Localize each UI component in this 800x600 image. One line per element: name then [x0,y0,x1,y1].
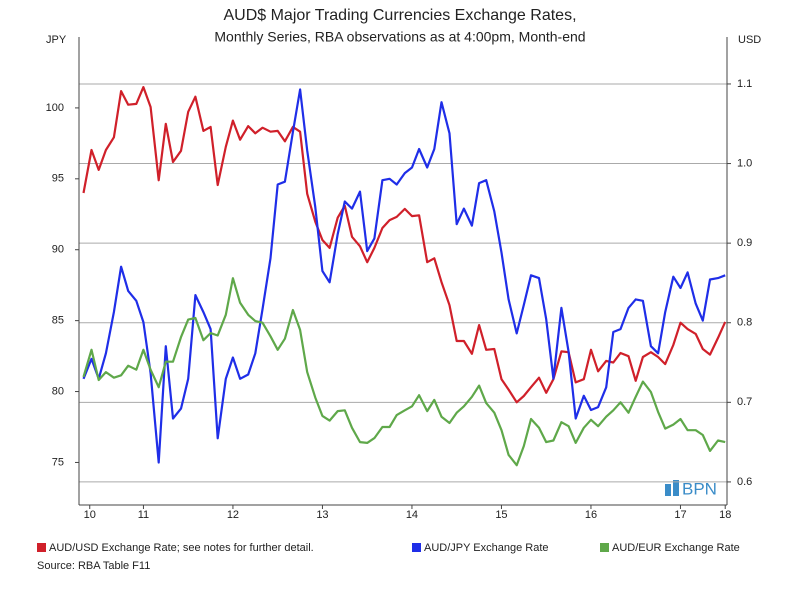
watermark: BPN [682,479,717,498]
x-tick-label: 17 [674,509,686,521]
y2-tick-label: 0.9 [737,237,752,249]
y-axis-unit: JPY [46,34,67,46]
legend-label: AUD/USD Exchange Rate; see notes for fur… [49,542,314,554]
x-tick-label: 18 [719,509,731,521]
series-line [82,277,726,467]
y-tick-label: 75 [52,456,64,468]
y2-tick-label: 0.8 [737,317,752,329]
y2-tick-label: 0.7 [737,396,752,408]
y-tick-label: 80 [52,385,64,397]
y-tick-label: 100 [46,102,64,114]
legend-label: AUD/EUR Exchange Rate [612,542,740,554]
y-tick-label: 90 [52,244,64,256]
legend-swatch [600,543,609,552]
y-tick-label: 95 [52,173,64,185]
series-line [82,88,726,464]
source-note: Source: RBA Table F11 [37,560,150,572]
logo-bar [665,484,671,496]
x-tick-label: 14 [406,509,418,521]
x-tick-label: 10 [84,509,96,521]
x-tick-label: 16 [585,509,597,521]
y2-tick-label: 1.0 [737,157,752,169]
legend-label: AUD/JPY Exchange Rate [424,542,549,554]
legend-swatch [37,543,46,552]
y2-tick-label: 0.6 [737,476,752,488]
legend-swatch [412,543,421,552]
chart-title: AUD$ Major Trading Currencies Exchange R… [223,7,576,24]
chart-subtitle: Monthly Series, RBA observations as at 4… [214,29,585,45]
y2-tick-label: 1.1 [737,78,752,90]
x-tick-label: 12 [227,509,239,521]
y-tick-label: 85 [52,315,64,327]
logo-bar [673,480,679,496]
x-tick-label: 13 [316,509,328,521]
y2-axis-unit: USD [738,34,761,46]
x-tick-label: 15 [495,509,507,521]
series-line [82,86,727,404]
x-tick-label: 11 [138,509,149,521]
